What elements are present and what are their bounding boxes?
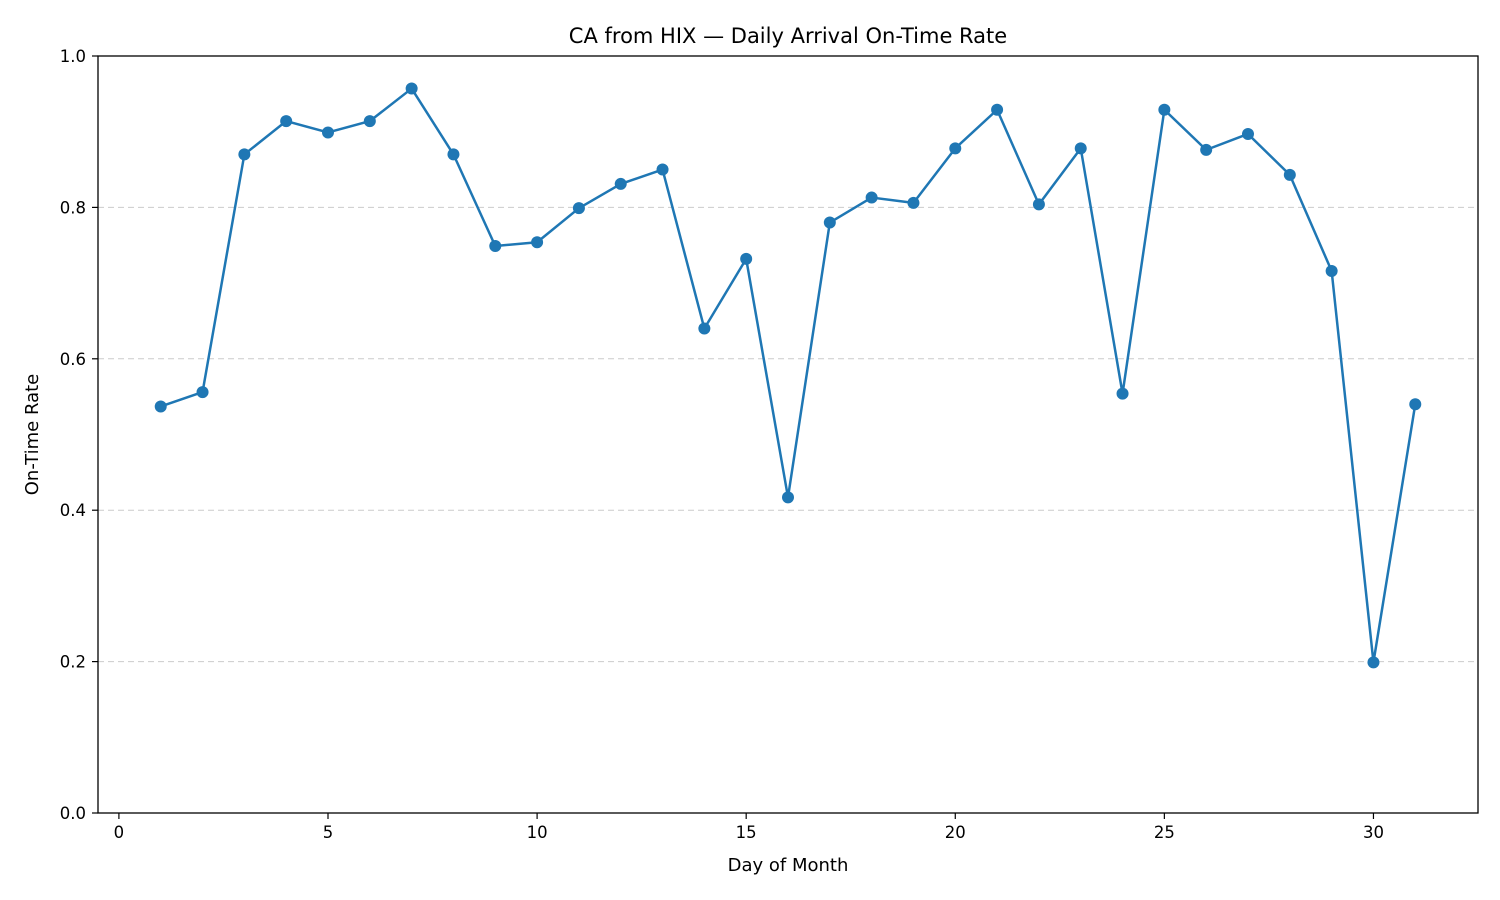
x-tick-label-5: 25 [1154,823,1175,842]
x-tick-label-0: 0 [114,823,125,842]
data-point-day-17 [823,216,836,229]
y-axis: 0.0 0.2 0.4 0.6 0.8 1.0 [60,47,98,823]
data-point-day-19 [907,196,920,209]
x-axis-label: Day of Month [728,855,849,876]
data-point-day-18 [865,191,878,204]
data-point-day-27 [1242,127,1254,140]
data-point-day-12 [614,177,627,190]
x-tick-label-6: 30 [1363,823,1384,842]
data-point-day-2 [196,386,209,399]
data-point-day-1 [154,400,167,413]
x-tick-label-3: 15 [736,823,757,842]
y-tick-label-0: 0.0 [60,804,86,823]
data-point-day-16 [782,491,794,504]
data-point-day-15 [740,252,753,265]
data-point-day-3 [238,148,251,161]
data-point-day-26 [1200,143,1213,156]
data-point-day-7 [405,82,418,95]
y-tick-label-2: 0.4 [60,501,86,520]
data-point-day-14 [698,322,711,335]
y-axis-label: On-Time Rate [22,374,43,495]
data-point-day-9 [489,240,502,253]
data-point-day-10 [531,236,544,249]
data-point-day-28 [1283,168,1296,181]
data-point-day-5 [322,126,334,139]
data-point-day-29 [1325,264,1338,277]
data-point-day-22 [1032,198,1045,211]
data-point-day-21 [991,103,1004,116]
data-point-day-31 [1409,398,1422,411]
data-point-day-13 [656,163,669,176]
y-tick-label-3: 0.6 [60,350,86,369]
data-point-day-6 [363,115,376,128]
data-point-day-30 [1367,656,1380,669]
data-point-day-8 [447,148,460,161]
x-axis: 0 5 10 15 20 25 30 [114,813,1384,842]
plot-frame [97,55,1479,814]
gridlines [98,206,1478,663]
x-tick-label-2: 10 [527,823,548,842]
x-tick-label-1: 5 [323,823,334,842]
y-tick-label-5: 1.0 [60,47,86,66]
chart-title: CA from HIX — Daily Arrival On-Time Rate [569,24,1007,48]
series-group [154,82,1422,669]
data-point-day-23 [1074,142,1087,155]
data-point-day-25 [1158,103,1171,116]
y-tick-label-1: 0.2 [60,653,86,672]
x-tick-label-4: 20 [945,823,966,842]
data-point-day-11 [572,202,585,215]
data-point-day-20 [949,142,962,155]
data-point-day-24 [1116,387,1129,400]
data-point-day-4 [280,115,293,128]
y-tick-label-4: 0.8 [60,198,86,217]
